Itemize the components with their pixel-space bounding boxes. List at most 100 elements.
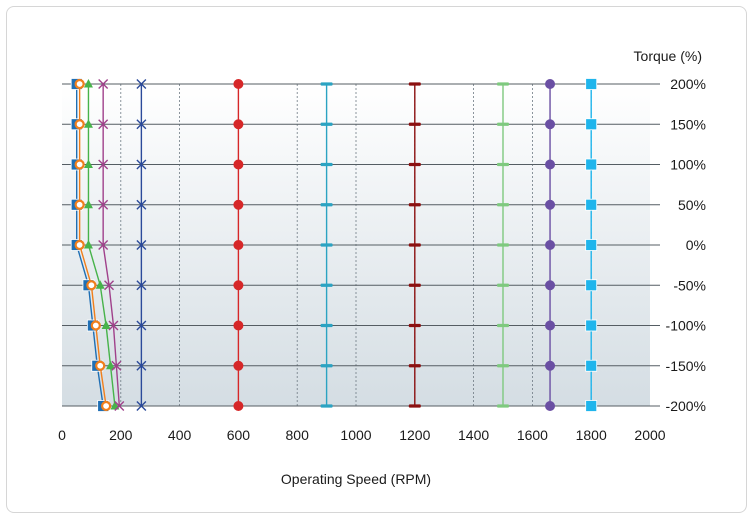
data-point <box>408 364 421 368</box>
data-point <box>136 199 147 210</box>
data-point <box>320 283 333 287</box>
data-point <box>136 79 147 89</box>
data-point <box>320 162 333 167</box>
data-point <box>83 119 93 128</box>
data-point <box>136 401 147 411</box>
data-point <box>111 360 122 371</box>
data-point <box>74 199 85 210</box>
data-point <box>98 119 109 130</box>
data-point <box>106 360 116 370</box>
y-tick-label: 50% <box>678 197 706 213</box>
data-point <box>497 122 509 126</box>
series-group <box>70 78 598 412</box>
x-tick-label: 600 <box>227 427 251 443</box>
data-point <box>74 78 85 90</box>
data-point <box>83 240 93 249</box>
data-point <box>497 82 509 86</box>
data-point <box>233 199 244 210</box>
data-point <box>585 239 598 251</box>
data-point <box>233 280 244 291</box>
y-axis-title: Torque (%) <box>634 48 702 64</box>
data-point <box>497 162 509 167</box>
data-point <box>104 280 115 291</box>
data-point <box>83 79 93 88</box>
data-point <box>136 280 147 291</box>
data-point <box>108 320 119 331</box>
data-point <box>545 79 556 89</box>
data-point <box>585 198 598 211</box>
horizontal-gridlines <box>62 83 660 407</box>
data-point <box>585 359 598 372</box>
data-point <box>320 82 333 86</box>
data-point <box>497 203 509 207</box>
data-point <box>408 122 421 126</box>
series-10 <box>545 79 556 411</box>
y-tick-label: 200% <box>670 76 706 92</box>
data-point <box>136 159 147 170</box>
data-point <box>408 404 421 408</box>
data-point <box>497 323 509 328</box>
series-11 <box>585 78 598 412</box>
data-point <box>497 364 509 368</box>
data-point <box>100 400 112 412</box>
data-point <box>136 320 147 331</box>
x-tick-label: 1800 <box>576 427 607 443</box>
data-point <box>101 320 111 329</box>
data-point <box>136 360 147 371</box>
data-point <box>136 240 147 250</box>
series-2 <box>74 78 112 412</box>
data-point <box>545 199 556 210</box>
x-tick-label: 1000 <box>340 427 371 443</box>
x-tick-label: 1600 <box>517 427 548 443</box>
data-point <box>233 320 244 331</box>
data-point <box>233 360 244 371</box>
data-point <box>545 401 556 411</box>
data-point <box>320 323 333 328</box>
data-point <box>497 243 509 247</box>
data-point <box>585 319 598 332</box>
data-point <box>86 280 97 291</box>
data-point <box>545 119 556 130</box>
series-9 <box>497 82 509 408</box>
x-tick-label: 2000 <box>634 427 665 443</box>
data-point <box>98 199 109 210</box>
data-point <box>545 320 556 331</box>
data-point <box>98 159 109 170</box>
data-point <box>98 240 109 250</box>
data-point <box>497 404 509 408</box>
x-tick-label: 1400 <box>458 427 489 443</box>
data-point <box>320 404 333 408</box>
data-point <box>320 364 333 368</box>
data-point <box>585 118 598 131</box>
data-point <box>114 401 125 411</box>
data-point <box>233 79 244 89</box>
series-8 <box>408 82 421 408</box>
series-6 <box>233 79 244 411</box>
x-tick-label: 400 <box>168 427 192 443</box>
data-point <box>233 119 244 130</box>
data-point <box>74 159 85 170</box>
data-point <box>320 203 333 207</box>
data-point <box>136 119 147 130</box>
data-point <box>585 78 598 90</box>
y-tick-label: 0% <box>686 237 706 253</box>
y-tick-label: -200% <box>666 398 706 414</box>
series-7 <box>320 82 333 408</box>
x-tick-label: 200 <box>109 427 133 443</box>
data-point <box>83 159 93 168</box>
y-tick-label: 100% <box>670 157 706 173</box>
data-point <box>408 203 421 207</box>
data-point <box>83 199 93 209</box>
data-point <box>585 279 598 292</box>
data-point <box>320 122 333 126</box>
data-point <box>497 283 509 287</box>
data-point <box>545 280 556 291</box>
data-point <box>98 79 109 89</box>
x-tick-label: 800 <box>286 427 310 443</box>
x-tick-label: 0 <box>58 427 66 443</box>
data-point <box>233 159 244 170</box>
data-point <box>90 320 101 331</box>
data-point <box>408 283 421 287</box>
y-tick-label: -50% <box>673 277 706 293</box>
